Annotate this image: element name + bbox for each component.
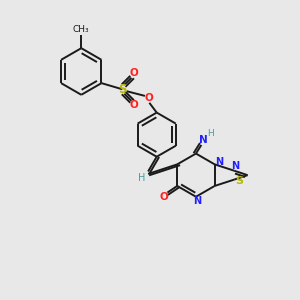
Text: CH₃: CH₃ [73,25,90,34]
Text: O: O [129,68,138,78]
Text: S: S [118,83,127,96]
Text: O: O [129,100,138,110]
Text: N: N [231,161,239,171]
Text: O: O [145,93,154,103]
Text: N: N [215,157,223,167]
Text: H: H [138,172,145,183]
Text: S: S [236,176,244,186]
Text: H: H [207,129,214,138]
Text: N: N [199,135,208,145]
Text: O: O [159,192,168,202]
Text: N: N [193,196,201,206]
